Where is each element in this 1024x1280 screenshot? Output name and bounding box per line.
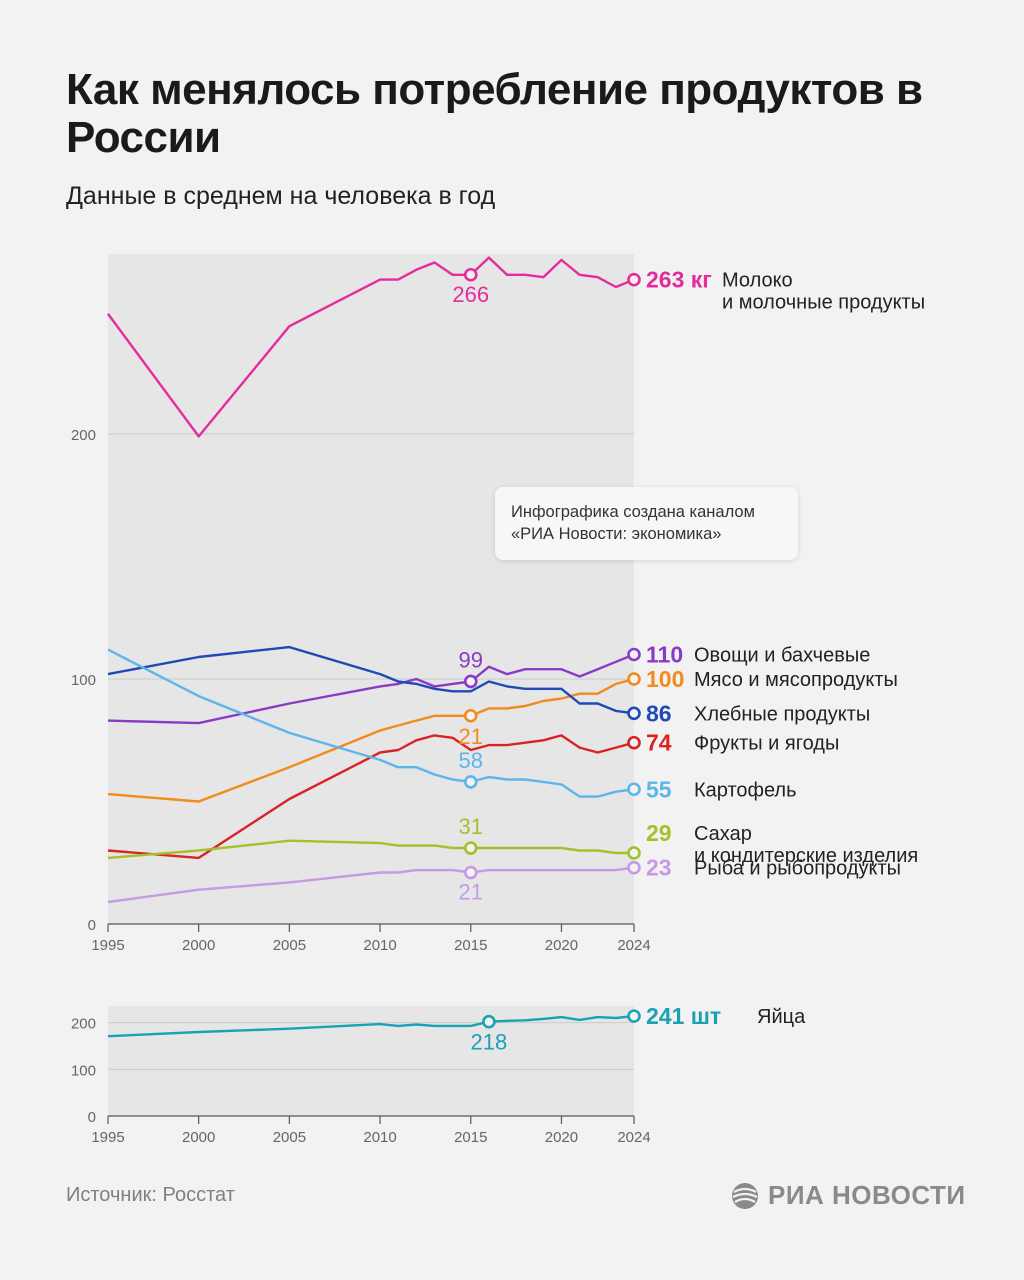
end-value-fish: 23	[646, 855, 672, 881]
series-name-line2-sugar: и кондитерские изделия	[694, 845, 918, 867]
x-tick-label: 2000	[182, 1129, 215, 1146]
mid-label-fish: 21	[459, 880, 483, 905]
end-value-bread: 86	[646, 700, 672, 726]
series-line-bread	[107, 645, 635, 715]
end-marker-fish	[627, 860, 641, 875]
y-tick-label: 200	[71, 1016, 96, 1033]
watermark-line-2: «РИА Новости: экономика»	[511, 525, 722, 543]
series-name-meat: Мясо и мясопродукты	[694, 669, 898, 691]
series-name-eggs: Яйца	[757, 1006, 806, 1028]
mid-marker-meat	[463, 708, 478, 723]
series-name-line2-milk: и молочные продукты	[722, 292, 925, 314]
x-tick-label: 2005	[273, 937, 306, 954]
series-name-potatoes: Картофель	[694, 779, 797, 801]
x-tick-label: 1995	[91, 1129, 124, 1146]
page-title: Как менялось потребление продуктов в Рос…	[66, 65, 923, 162]
mid-marker-potatoes	[463, 775, 478, 789]
mid-label-sugar: 31	[459, 814, 483, 839]
end-marker-fruits	[627, 735, 641, 750]
series-name-vegetables: Овощи и бахчевые	[694, 645, 870, 667]
page-subtitle: Данные в среднем на человека в год	[66, 182, 496, 210]
end-marker-eggs	[627, 1009, 641, 1023]
mid-marker-milk	[463, 267, 478, 282]
end-marker-bread	[627, 706, 641, 721]
y-tick-label: 100	[71, 672, 96, 689]
series-line-sugar	[107, 839, 634, 860]
end-marker-vegetables	[627, 647, 641, 662]
main-axes: 0 100 200 1995 2000 2005 2010 2015 2020 2024	[71, 427, 651, 954]
end-marker-meat	[627, 672, 641, 686]
x-tick-label: 2010	[363, 1129, 396, 1146]
series-name-fruits: Фрукты и ягоды	[694, 733, 839, 755]
mid-label-eggs: 218	[471, 1030, 508, 1055]
series-line-vegetables	[107, 653, 635, 725]
mid-marker-vegetables	[463, 674, 478, 689]
end-value-potatoes: 55	[646, 776, 672, 802]
end-value-milk: 263 кг	[646, 267, 712, 293]
x-tick-label: 2000	[182, 937, 215, 954]
series-line-milk	[107, 256, 635, 438]
watermark-box: Инфографика создана каналом «РИА Новости…	[495, 487, 798, 560]
y-tick-label: 0	[88, 1109, 96, 1126]
mid-label-potatoes: 58	[459, 748, 483, 773]
ria-globe-icon	[732, 1182, 758, 1209]
series-name-milk: Молоко	[722, 270, 793, 292]
x-tick-label: 2015	[454, 937, 487, 954]
end-value-eggs: 241 шт	[646, 1003, 721, 1029]
main-plot-area	[108, 254, 634, 924]
mid-label-vegetables: 99	[459, 647, 483, 672]
x-tick-label: 1995	[91, 937, 124, 954]
x-tick-label: 2024	[617, 1129, 650, 1146]
series-line-fruits	[107, 734, 635, 860]
watermark-line-1: Инфографика создана каналом	[511, 503, 755, 521]
series-line-potatoes	[107, 648, 635, 798]
source-note: Источник: Росстат	[66, 1184, 235, 1206]
mid-label-milk: 266	[452, 282, 489, 307]
x-tick-label: 2020	[545, 1129, 578, 1146]
series-line-eggs	[107, 1014, 635, 1038]
y-tick-label: 100	[71, 1062, 96, 1079]
eggs-labels: 218 241 шт Яйца	[471, 1003, 807, 1055]
main-series	[107, 256, 641, 904]
end-value-meat: 100	[646, 666, 684, 692]
series-line-fish	[107, 866, 635, 904]
mid-marker-eggs	[482, 1014, 496, 1029]
end-marker-milk	[627, 272, 641, 287]
end-value-fruits: 74	[646, 730, 672, 756]
ria-logo-text: РИА НОВОСТИ	[768, 1180, 966, 1210]
x-tick-label: 2015	[454, 1129, 487, 1146]
x-tick-label: 2005	[273, 1129, 306, 1146]
mid-label-meat: 21	[459, 724, 483, 749]
eggs-axes: 0 100 200 1995 2000 2005 2010 2015 2020 2024	[71, 1016, 651, 1146]
series-name-bread: Хлебные продукты	[694, 703, 870, 725]
eggs-series	[107, 1009, 641, 1038]
y-tick-label: 0	[88, 917, 96, 934]
end-marker-sugar	[627, 846, 641, 860]
series-name-fish: Рыба и рыбопродукты	[694, 858, 901, 880]
y-tick-label: 200	[71, 427, 96, 444]
end-value-sugar: 29	[646, 820, 672, 846]
end-marker-potatoes	[627, 782, 641, 797]
mid-marker-sugar	[463, 841, 478, 855]
x-tick-label: 2020	[545, 937, 578, 954]
ria-logo: РИА НОВОСТИ	[730, 1180, 966, 1211]
x-tick-label: 2024	[617, 937, 650, 954]
x-tick-label: 2010	[363, 937, 396, 954]
end-value-vegetables: 110	[646, 642, 683, 668]
mid-marker-fish	[463, 865, 478, 880]
eggs-grid	[108, 1022, 634, 1070]
series-name-sugar: Сахар	[694, 823, 752, 845]
series-line-meat	[107, 677, 635, 803]
